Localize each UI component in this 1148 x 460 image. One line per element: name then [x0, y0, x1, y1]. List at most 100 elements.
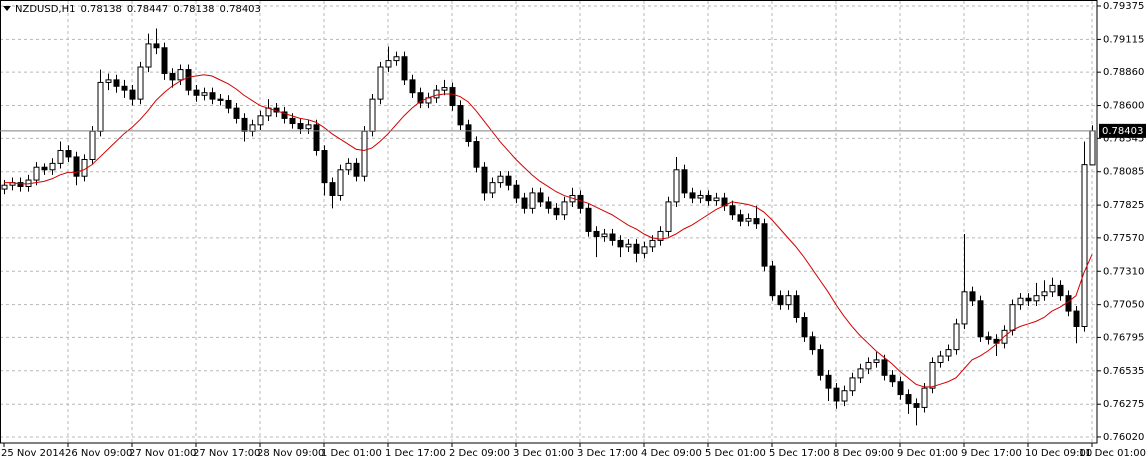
candle-body [833, 387, 840, 402]
header-high: 0.78447 [127, 4, 168, 15]
candle-body [809, 336, 816, 351]
candle-body [873, 359, 880, 363]
candle-body [1033, 295, 1040, 302]
candle-body [761, 223, 768, 267]
candle-body [33, 166, 40, 181]
candle-body [817, 349, 824, 376]
candle-body [545, 201, 552, 209]
candle-body [609, 233, 616, 241]
candle-body [665, 201, 672, 232]
candle-body [489, 182, 496, 194]
candle-body [897, 381, 904, 396]
x-tick-label: 5 Dec 17:00 [769, 448, 830, 459]
candle-body [201, 92, 208, 96]
y-tick-label: 0.76535 [1103, 366, 1144, 377]
candle-body [41, 166, 48, 171]
candle-body [697, 194, 704, 199]
candle-body [1073, 310, 1080, 327]
candle-body [913, 403, 920, 408]
candle-body [985, 336, 992, 340]
candle-body [889, 374, 896, 383]
y-tick-label: 0.78600 [1103, 101, 1144, 112]
candle-body [905, 394, 912, 405]
y-tick-label: 0.76020 [1103, 432, 1144, 443]
candle-body [745, 218, 752, 222]
candle-body [713, 197, 720, 202]
candle-body [945, 349, 952, 357]
candle-body [529, 192, 536, 209]
candle-body [777, 295, 784, 306]
candle-body [961, 291, 968, 325]
candle-body [769, 265, 776, 297]
x-tick-label: 5 Dec 01:00 [705, 448, 766, 459]
candle-body [929, 361, 936, 389]
candle-body [473, 141, 480, 168]
x-tick-label: 2 Dec 09:00 [449, 448, 510, 459]
x-tick-label: 8 Dec 09:00 [833, 448, 894, 459]
plot-border [0, 0, 1098, 444]
header-low: 0.78138 [173, 4, 214, 15]
symbol: NZDUSD,H1 [15, 4, 75, 15]
candle-body [337, 169, 344, 196]
candle-body [649, 239, 656, 248]
candle-body [49, 162, 56, 171]
candle-body [369, 98, 376, 132]
candle-body [1041, 291, 1048, 297]
candle-body [641, 246, 648, 254]
candle-body [305, 124, 312, 130]
candle-body [257, 115, 264, 126]
x-tick-label: 11 Dec 01:00 [1079, 448, 1146, 459]
candle-body [209, 92, 216, 100]
candle-body [673, 169, 680, 203]
x-tick-label: 26 Nov 09:00 [65, 448, 132, 459]
candle-body [441, 87, 448, 91]
candle-body [1049, 284, 1056, 293]
candle-body [793, 295, 800, 319]
candle-body [689, 192, 696, 199]
candle-body [521, 197, 528, 209]
candle-body [633, 243, 640, 254]
candle-body [145, 43, 152, 68]
y-tick-label: 0.79115 [1103, 34, 1144, 45]
candle-body [281, 111, 288, 119]
y-tick-label: 0.78860 [1103, 67, 1144, 78]
x-tick-label: 27 Nov 01:00 [129, 448, 196, 459]
candle-body [657, 230, 664, 241]
candle-body [289, 117, 296, 125]
y-tick-label: 0.79375 [1103, 1, 1144, 12]
candle-body [753, 218, 760, 225]
candle-body [433, 89, 440, 99]
candle-body [465, 124, 472, 143]
candle-body [385, 60, 392, 68]
candle-body [393, 56, 400, 62]
candle-body [329, 182, 336, 196]
candle-body [457, 105, 464, 126]
y-tick-label: 0.76275 [1103, 399, 1144, 410]
y-tick-label: 0.78085 [1103, 167, 1144, 178]
price-marker [1099, 123, 1146, 138]
candle-body [561, 201, 568, 216]
candle-body [937, 355, 944, 363]
candle-body [113, 79, 120, 87]
candle-body [513, 184, 520, 199]
y-tick-label: 0.77570 [1103, 233, 1144, 244]
candle-body [681, 169, 688, 194]
candle-body [121, 85, 128, 91]
candle-body [321, 150, 328, 184]
header: NZDUSD,H1 0.78138 0.78447 0.78138 0.78403 [15, 4, 261, 15]
candle-body [105, 79, 112, 83]
candle-body [1057, 284, 1064, 297]
candle-body [169, 72, 176, 81]
x-tick-label: 10 Dec 09:00 [1025, 448, 1092, 459]
candle-body [185, 69, 192, 91]
candle-body [625, 243, 632, 248]
candle-body [849, 377, 856, 392]
candle-body [409, 79, 416, 94]
candle-body [497, 175, 504, 184]
candle-body [57, 150, 64, 164]
x-tick-label: 3 Dec 17:00 [577, 448, 638, 459]
candle-body [129, 89, 136, 100]
candle-body [585, 207, 592, 232]
candle-body [953, 323, 960, 351]
